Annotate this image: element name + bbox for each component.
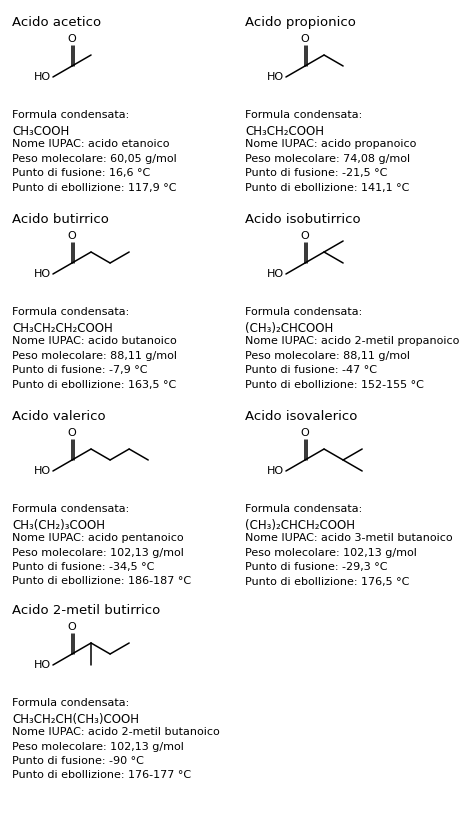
- Text: Nome IUPAC: acido propanoico: Nome IUPAC: acido propanoico: [245, 139, 416, 149]
- Text: Punto di fusione: -90 °C: Punto di fusione: -90 °C: [12, 756, 144, 766]
- Text: Formula condensata:: Formula condensata:: [12, 307, 129, 317]
- Text: Peso molecolare: 102,13 g/mol: Peso molecolare: 102,13 g/mol: [245, 547, 417, 557]
- Text: Acido isovalerico: Acido isovalerico: [245, 409, 357, 422]
- Text: Peso molecolare: 60,05 g/mol: Peso molecolare: 60,05 g/mol: [12, 154, 177, 163]
- Text: CH₃CH₂CH₂COOH: CH₃CH₂CH₂COOH: [12, 322, 113, 334]
- Text: CH₃(CH₂)₃COOH: CH₃(CH₂)₃COOH: [12, 519, 105, 532]
- Text: HO: HO: [34, 269, 51, 279]
- Text: Punto di fusione: -29,3 °C: Punto di fusione: -29,3 °C: [245, 562, 387, 572]
- Text: Punto di ebollizione: 176,5 °C: Punto di ebollizione: 176,5 °C: [245, 577, 409, 587]
- Text: Formula condensata:: Formula condensata:: [245, 110, 362, 120]
- Text: Peso molecolare: 88,11 g/mol: Peso molecolare: 88,11 g/mol: [245, 350, 410, 360]
- Text: Formula condensata:: Formula condensata:: [12, 504, 129, 514]
- Text: CH₃COOH: CH₃COOH: [12, 124, 69, 137]
- Text: Peso molecolare: 88,11 g/mol: Peso molecolare: 88,11 g/mol: [12, 350, 177, 360]
- Text: O: O: [68, 231, 76, 241]
- Text: O: O: [68, 34, 76, 44]
- Text: Nome IUPAC: acido butanoico: Nome IUPAC: acido butanoico: [12, 336, 177, 346]
- Text: HO: HO: [34, 660, 51, 670]
- Text: Peso molecolare: 102,13 g/mol: Peso molecolare: 102,13 g/mol: [12, 742, 184, 752]
- Text: Punto di ebollizione: 117,9 °C: Punto di ebollizione: 117,9 °C: [12, 182, 176, 193]
- Text: Punto di ebollizione: 176-177 °C: Punto di ebollizione: 176-177 °C: [12, 770, 191, 780]
- Text: O: O: [301, 231, 310, 241]
- Text: O: O: [301, 34, 310, 44]
- Text: Peso molecolare: 102,13 g/mol: Peso molecolare: 102,13 g/mol: [12, 547, 184, 557]
- Text: Acido 2-metil butirrico: Acido 2-metil butirrico: [12, 604, 160, 617]
- Text: Punto di ebollizione: 163,5 °C: Punto di ebollizione: 163,5 °C: [12, 380, 176, 390]
- Text: (CH₃)₂CHCOOH: (CH₃)₂CHCOOH: [245, 322, 333, 334]
- Text: Punto di fusione: -34,5 °C: Punto di fusione: -34,5 °C: [12, 562, 154, 572]
- Text: Punto di fusione: -47 °C: Punto di fusione: -47 °C: [245, 365, 377, 375]
- Text: Nome IUPAC: acido 2-metil butanoico: Nome IUPAC: acido 2-metil butanoico: [12, 727, 220, 737]
- Text: Formula condensata:: Formula condensata:: [245, 307, 362, 317]
- Text: Peso molecolare: 74,08 g/mol: Peso molecolare: 74,08 g/mol: [245, 154, 410, 163]
- Text: HO: HO: [267, 466, 284, 476]
- Text: (CH₃)₂CHCH₂COOH: (CH₃)₂CHCH₂COOH: [245, 519, 355, 532]
- Text: Punto di ebollizione: 152-155 °C: Punto di ebollizione: 152-155 °C: [245, 380, 424, 390]
- Text: HO: HO: [267, 72, 284, 82]
- Text: Formula condensata:: Formula condensata:: [12, 110, 129, 120]
- Text: Nome IUPAC: acido etanoico: Nome IUPAC: acido etanoico: [12, 139, 169, 149]
- Text: CH₃CH₂COOH: CH₃CH₂COOH: [245, 124, 324, 137]
- Text: Nome IUPAC: acido pentanoico: Nome IUPAC: acido pentanoico: [12, 533, 184, 543]
- Text: Acido valerico: Acido valerico: [12, 409, 106, 422]
- Text: O: O: [68, 428, 76, 438]
- Text: O: O: [301, 428, 310, 438]
- Text: Punto di fusione: -21,5 °C: Punto di fusione: -21,5 °C: [245, 168, 387, 178]
- Text: O: O: [68, 622, 76, 632]
- Text: Nome IUPAC: acido 3-metil butanoico: Nome IUPAC: acido 3-metil butanoico: [245, 533, 453, 543]
- Text: HO: HO: [267, 269, 284, 279]
- Text: Punto di ebollizione: 141,1 °C: Punto di ebollizione: 141,1 °C: [245, 182, 409, 193]
- Text: Nome IUPAC: acido 2-metil propanoico: Nome IUPAC: acido 2-metil propanoico: [245, 336, 459, 346]
- Text: Acido butirrico: Acido butirrico: [12, 212, 109, 225]
- Text: Acido isobutirrico: Acido isobutirrico: [245, 212, 361, 225]
- Text: HO: HO: [34, 72, 51, 82]
- Text: HO: HO: [34, 466, 51, 476]
- Text: Acido acetico: Acido acetico: [12, 16, 101, 29]
- Text: Formula condensata:: Formula condensata:: [12, 698, 129, 708]
- Text: CH₃CH₂CH(CH₃)COOH: CH₃CH₂CH(CH₃)COOH: [12, 712, 139, 725]
- Text: Formula condensata:: Formula condensata:: [245, 504, 362, 514]
- Text: Punto di ebollizione: 186-187 °C: Punto di ebollizione: 186-187 °C: [12, 577, 191, 587]
- Text: Punto di fusione: -7,9 °C: Punto di fusione: -7,9 °C: [12, 365, 147, 375]
- Text: Punto di fusione: 16,6 °C: Punto di fusione: 16,6 °C: [12, 168, 150, 178]
- Text: Acido propionico: Acido propionico: [245, 16, 356, 29]
